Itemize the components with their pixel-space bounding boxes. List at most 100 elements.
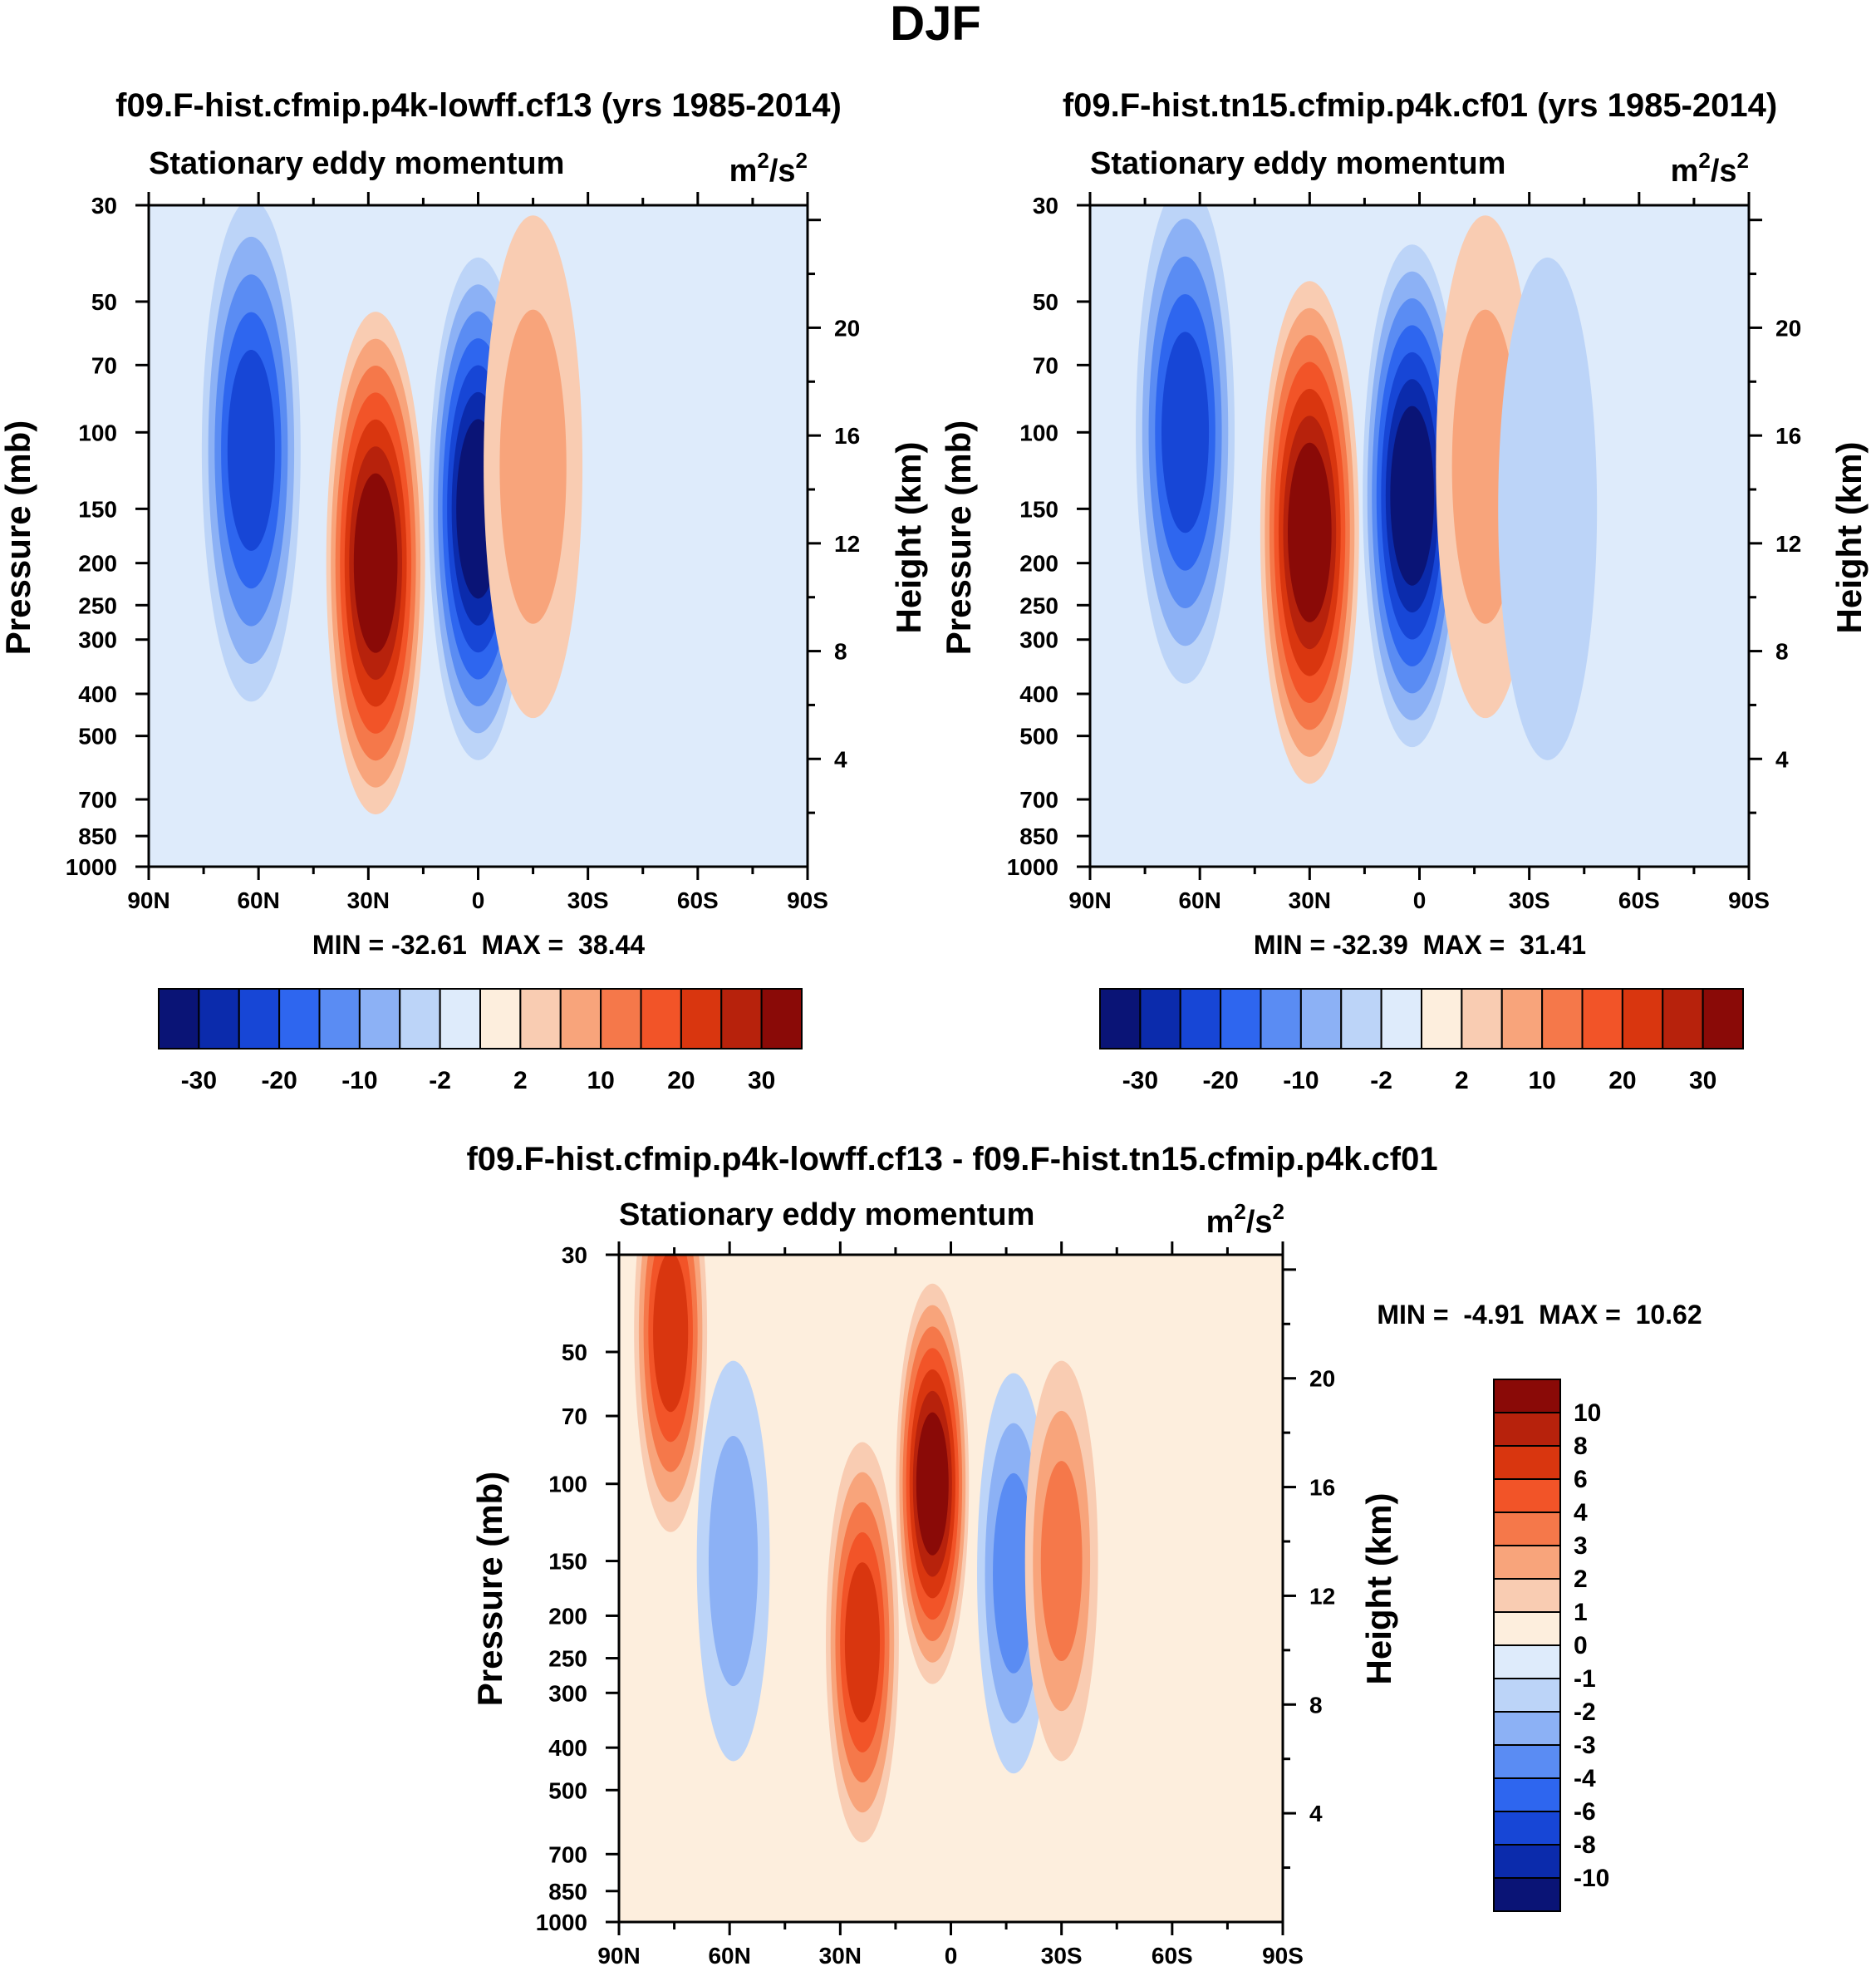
y-tick-label: 400 [1019, 681, 1058, 707]
y-tick-label: 150 [1019, 496, 1058, 522]
colorbar-box [1500, 988, 1544, 1049]
panel-1: f09.F-hist.cfmip.p4k-lowff.cf13 (yrs 198… [0, 87, 928, 1094]
x-tick-label: 90N [597, 1943, 640, 1969]
colorbar-box [559, 988, 602, 1049]
y-tick-label: 150 [78, 496, 117, 522]
colorbar-box [1340, 988, 1382, 1049]
y-tick-label: 70 [1033, 352, 1058, 378]
panel-2-plot: 90N 60N 30N 0 30S 60S 90S 30 50 70 100 150 200 250 300… [1007, 192, 1801, 913]
x-tick-label: 30S [567, 887, 609, 913]
feature-4 [896, 1283, 970, 1684]
figure-title: DJF [890, 0, 981, 51]
colorbar-label: 30 [1689, 1067, 1716, 1094]
panel-3-y2label: Height (km) [1359, 1493, 1398, 1685]
colorbar-label: -2 [1574, 1698, 1596, 1726]
y2-tick-label: 4 [1775, 746, 1789, 772]
x-tick-label: 90S [1262, 1943, 1304, 1969]
panel-2: f09.F-hist.tn15.cfmip.p4k.cf01 (yrs 1985… [939, 87, 1869, 1094]
colorbar-label: 1 [1574, 1599, 1588, 1626]
feature-2 [696, 1360, 770, 1762]
contour-level [1040, 1461, 1083, 1662]
y-tick-label: 500 [78, 724, 117, 750]
colorbar-box [1493, 1478, 1561, 1513]
contour-level [993, 1472, 1034, 1674]
panel-2-stats: MIN = -32.39 MAX = 31.41 [1254, 930, 1586, 960]
panel-2-field [1090, 205, 1749, 867]
panel-1-y2label: Height (km) [889, 442, 928, 634]
x-tick-label: 30S [1509, 887, 1550, 913]
colorbar-box [1493, 1512, 1561, 1546]
y-tick-label: 500 [548, 1777, 587, 1803]
colorbar-box [1139, 988, 1181, 1049]
contour-level [708, 1435, 759, 1687]
feature-1 [634, 1255, 708, 1532]
colorbar-label: 20 [667, 1067, 695, 1094]
colorbar-box [1299, 988, 1343, 1049]
y2-tick-label: 8 [1309, 1692, 1323, 1718]
colorbar-label: -30 [1122, 1067, 1158, 1094]
contour-level [353, 473, 398, 653]
colorbar-box [640, 988, 682, 1049]
colorbar-box [1662, 988, 1704, 1049]
colorbar-box [1493, 1578, 1561, 1613]
y-tick-label: 300 [78, 627, 117, 653]
x-tick-label: 90S [1728, 887, 1770, 913]
panel-1-field [149, 205, 808, 867]
colorbar-box [760, 988, 803, 1049]
y-tick-label: 1000 [1007, 854, 1058, 880]
colorbar-label: 2 [1455, 1067, 1469, 1094]
colorbar-label: 2 [513, 1067, 528, 1094]
y-tick-label: 850 [1019, 823, 1058, 849]
y2-tick-label: 4 [834, 746, 847, 772]
y-tick-label: 400 [78, 681, 117, 707]
y-tick-label: 1000 [536, 1910, 587, 1935]
colorbar-label: -4 [1574, 1765, 1596, 1792]
colorbar-label: -2 [429, 1067, 451, 1094]
panel-2-title: f09.F-hist.tn15.cfmip.p4k.cf01 (yrs 1985… [1063, 87, 1777, 124]
colorbar-box [720, 988, 763, 1049]
y-tick-label: 700 [1019, 787, 1058, 813]
colorbar-box [238, 988, 281, 1049]
y-tick-label: 250 [548, 1646, 587, 1672]
colorbar-box [1493, 1379, 1561, 1413]
colorbar-box [278, 988, 321, 1049]
x-tick-label: 60S [677, 887, 719, 913]
colorbar-box [439, 988, 481, 1049]
colorbar-label: 3 [1574, 1532, 1588, 1560]
x-tick-label: 60N [708, 1943, 750, 1969]
colorbar-box [1493, 1545, 1561, 1580]
colorbar-box [600, 988, 642, 1049]
panel-1-units: m2/s2 [729, 148, 808, 189]
panel-3-units: m2/s2 [1206, 1199, 1284, 1240]
panel-3-title: f09.F-hist.cfmip.p4k-lowff.cf13 - f09.F-… [466, 1141, 1437, 1177]
colorbar-box [1493, 1844, 1561, 1879]
colorbar-label: 2 [1574, 1566, 1588, 1593]
y-tick-label: 30 [1033, 193, 1058, 219]
y-tick-label: 50 [1033, 289, 1058, 315]
feature-2 [1260, 281, 1359, 784]
y2-tick-label: 8 [1775, 639, 1789, 665]
y-tick-label: 100 [548, 1472, 587, 1497]
y-tick-label: 70 [562, 1403, 587, 1429]
panel-3: f09.F-hist.cfmip.p4k-lowff.cf13 - f09.F-… [466, 1141, 1702, 1969]
colorbar-label: -30 [181, 1067, 217, 1094]
y-tick-label: 200 [1019, 551, 1058, 577]
y2-tick-label: 16 [834, 423, 860, 449]
y2-tick-label: 12 [1309, 1583, 1335, 1609]
colorbar-box [1493, 1644, 1561, 1679]
x-tick-label: 90S [787, 887, 828, 913]
feature-2 [326, 312, 425, 815]
colorbar-box [1493, 1877, 1561, 1912]
contour-level [1498, 257, 1598, 760]
colorbar-label: 6 [1574, 1466, 1588, 1493]
colorbar-box [1179, 988, 1222, 1049]
colorbar-box [1581, 988, 1623, 1049]
panel-1-title: f09.F-hist.cfmip.p4k-lowff.cf13 (yrs 198… [115, 87, 842, 124]
colorbar-box [479, 988, 522, 1049]
y-tick-label: 700 [548, 1841, 587, 1867]
y2-tick-label: 12 [1775, 531, 1801, 557]
colorbar-label: 8 [1574, 1433, 1588, 1460]
y-tick-label: 30 [562, 1242, 587, 1268]
